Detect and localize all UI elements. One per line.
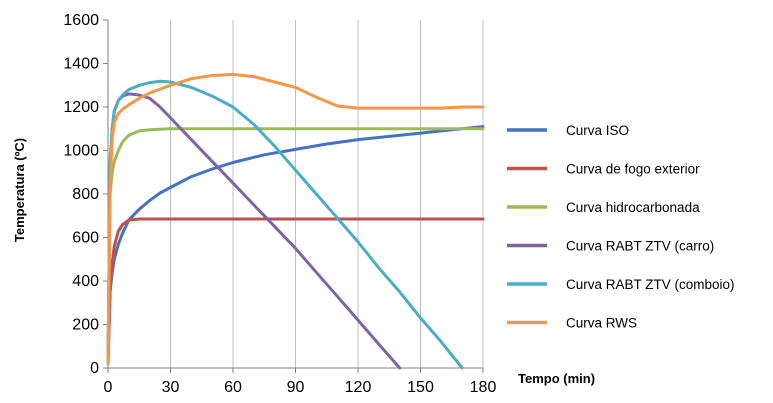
legend-label: Curva de fogo exterior [566, 162, 700, 177]
x-axis-label: Tempo (min) [518, 371, 595, 386]
legend-label: Curva RABT ZTV (carro) [566, 239, 714, 254]
y-tick-label: 400 [72, 273, 99, 290]
y-tick-label: 600 [72, 230, 99, 247]
y-tick-label: 800 [72, 186, 99, 203]
x-tick-label: 180 [470, 379, 497, 396]
grid-lines [170, 20, 484, 368]
y-axis-label: Temperatura (ºC) [12, 138, 27, 242]
series-lines [106, 72, 485, 370]
y-tick-label: 1200 [63, 99, 99, 116]
x-tick-label: 30 [162, 379, 180, 396]
x-tick-label: 150 [407, 379, 434, 396]
legend-item: Curva ISO [507, 123, 629, 138]
tick-labels: 0 200 400 600 800 1000 1200 1400 1600 0 30 60 90 120 1… [63, 12, 496, 396]
x-tick-label: 0 [104, 379, 113, 396]
y-tick-label: 1400 [63, 56, 99, 73]
y-tick-label: 1000 [63, 143, 99, 160]
legend-label: Curva ISO [566, 123, 629, 138]
y-tick-label: 200 [72, 317, 99, 334]
series-line-curva-hidrocarbonada [106, 127, 485, 366]
axes [103, 19, 484, 373]
x-tick-label: 60 [224, 379, 242, 396]
y-tick-label: 1600 [63, 12, 99, 29]
legend-label: Curva RWS [566, 316, 637, 331]
legend-item: Curva RWS [507, 316, 637, 331]
x-tick-label: 90 [287, 379, 305, 396]
legend: Curva ISO Curva de fogo exterior Curva hid… [507, 123, 735, 331]
series-line-curva-iso [106, 125, 485, 366]
legend-label: Curva hidrocarbonada [566, 200, 700, 215]
legend-item: Curva hidrocarbonada [507, 200, 700, 215]
series-line-curva-rws [106, 72, 485, 366]
legend-item: Curva RABT ZTV (comboio) [507, 277, 735, 292]
series-line-curva-rabt-ztv-carro [106, 92, 402, 370]
legend-item: Curva de fogo exterior [507, 162, 700, 177]
x-tick-label: 120 [345, 379, 372, 396]
legend-item: Curva RABT ZTV (carro) [507, 239, 714, 254]
y-tick-label: 0 [90, 360, 99, 377]
legend-label: Curva RABT ZTV (comboio) [566, 277, 735, 292]
series-line-curva-rabt-ztv-comboio [106, 79, 464, 370]
